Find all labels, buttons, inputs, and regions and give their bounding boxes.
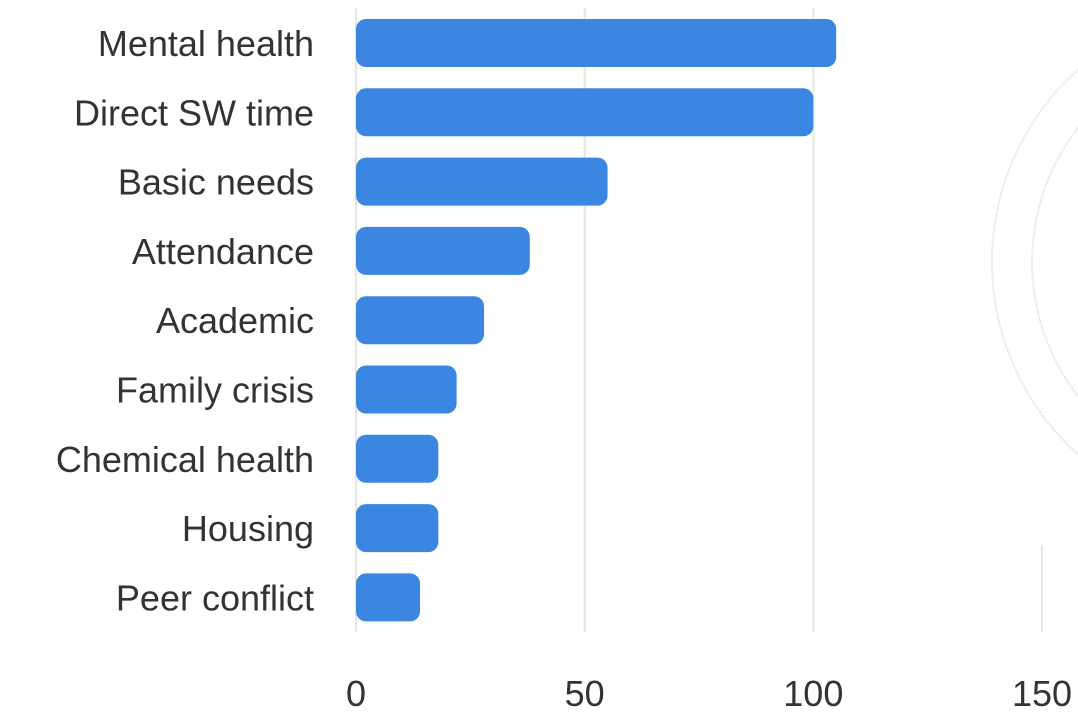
bar bbox=[356, 19, 837, 67]
bar bbox=[356, 296, 485, 345]
category-label: Housing bbox=[182, 508, 314, 549]
bar bbox=[356, 434, 439, 483]
bar bbox=[356, 157, 608, 206]
category-label: Direct SW time bbox=[74, 92, 314, 133]
x-axis-ticks: 0 50 100 150 bbox=[346, 673, 1072, 714]
category-label: Chemical health bbox=[56, 439, 314, 480]
category-label: Family crisis bbox=[116, 370, 314, 411]
category-labels: Mental health Direct SW time Basic needs At… bbox=[56, 23, 314, 618]
bar bbox=[356, 573, 421, 622]
category-label: Mental health bbox=[98, 23, 314, 64]
x-tick-label: 50 bbox=[565, 673, 605, 714]
background-rings bbox=[991, 68, 1078, 456]
x-tick-label: 0 bbox=[346, 673, 366, 714]
background-ring-inner bbox=[1031, 126, 1078, 398]
x-tick-label: 100 bbox=[783, 673, 843, 714]
background-ring-outer bbox=[991, 68, 1078, 456]
bar bbox=[356, 504, 439, 553]
category-label: Attendance bbox=[132, 231, 314, 272]
category-label: Academic bbox=[156, 300, 314, 341]
bar bbox=[356, 226, 530, 275]
category-label: Peer conflict bbox=[116, 577, 314, 618]
bar bbox=[356, 365, 457, 414]
x-tick-label: 150 bbox=[1012, 673, 1072, 714]
bars bbox=[356, 19, 837, 622]
category-label: Basic needs bbox=[118, 162, 314, 203]
bar bbox=[356, 88, 814, 137]
